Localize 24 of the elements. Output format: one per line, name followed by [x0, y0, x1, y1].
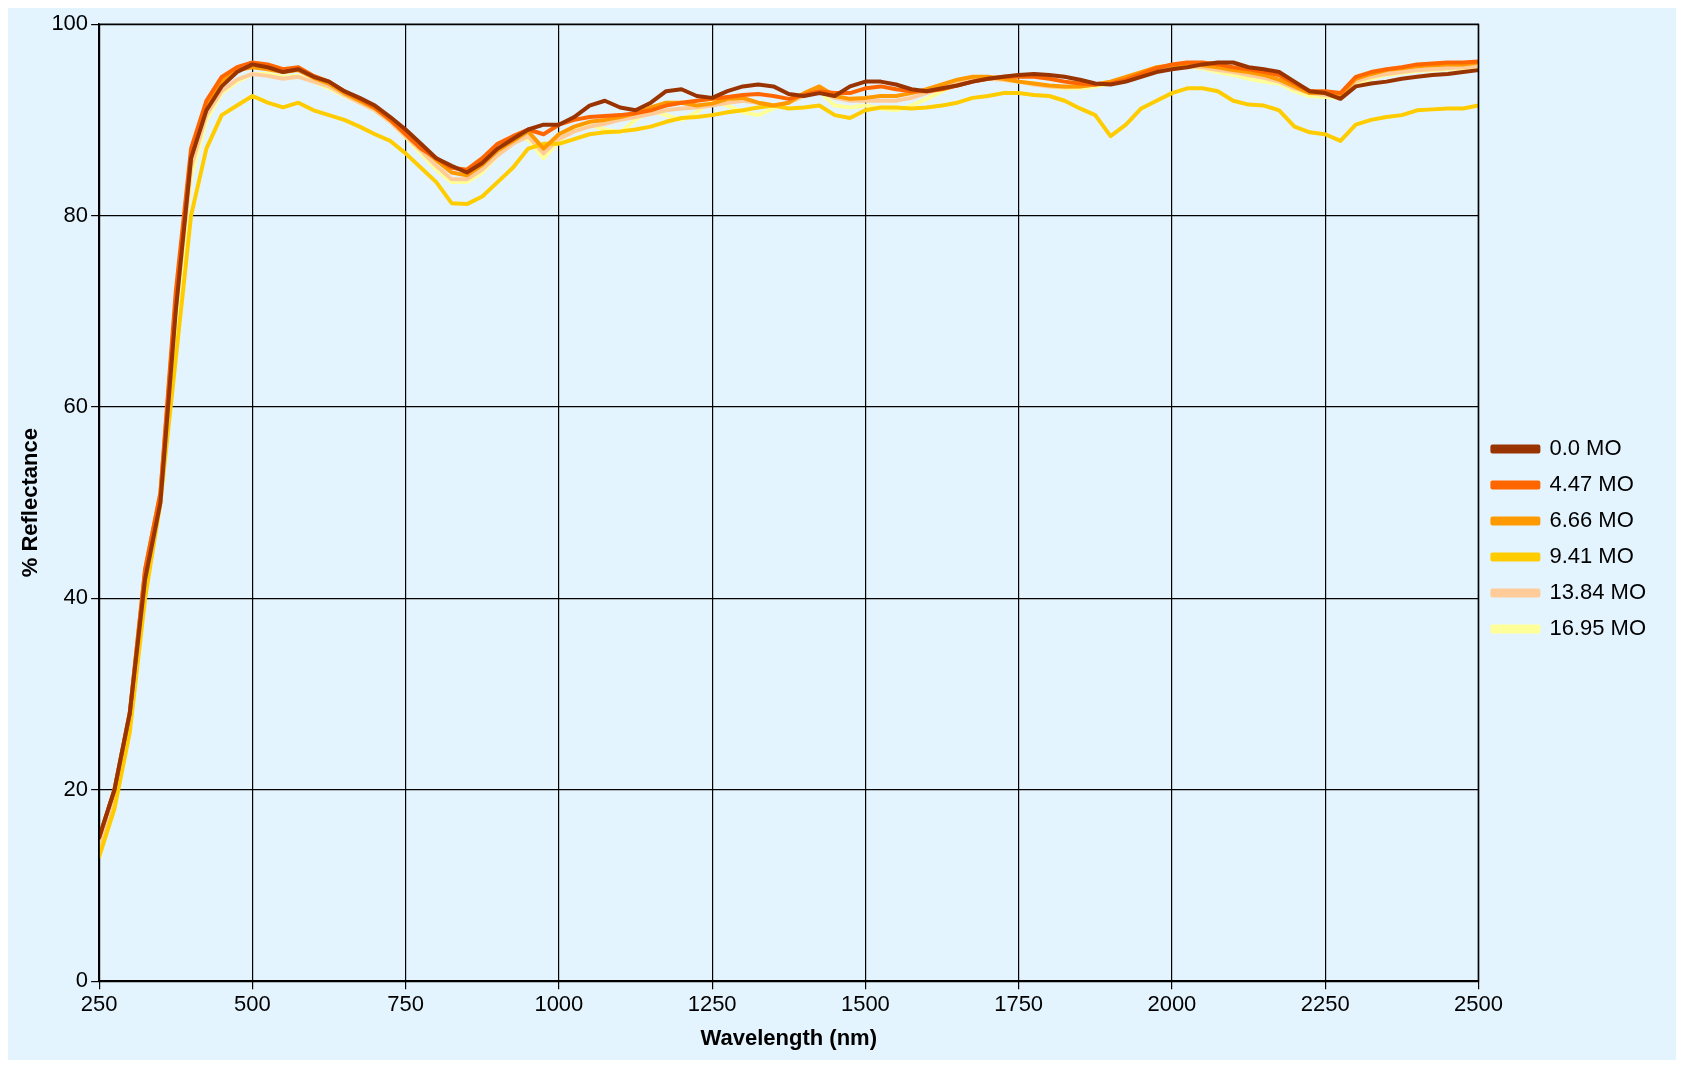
x-tick-label: 2000	[1147, 991, 1197, 1017]
x-tick-label: 1250	[687, 991, 737, 1017]
legend-label: 16.95 MO	[1549, 615, 1646, 641]
y-tick-label: 20	[63, 775, 89, 801]
x-tick-label: 1000	[534, 991, 584, 1017]
legend-label: 0.0 MO	[1549, 435, 1622, 461]
y-tick-label: 80	[63, 201, 89, 227]
legend-label: 6.66 MO	[1549, 507, 1634, 533]
x-tick-label: 1750	[994, 991, 1044, 1017]
legend-label: 4.47 MO	[1549, 471, 1634, 497]
y-axis-title: % Reflectance	[17, 428, 43, 578]
legend-label: 9.41 MO	[1549, 543, 1634, 569]
y-tick-label: 100	[51, 10, 89, 36]
y-tick-label: 40	[63, 584, 89, 610]
x-tick-label: 750	[387, 991, 424, 1017]
x-tick-label: 500	[234, 991, 271, 1017]
x-axis-title: Wavelength (nm)	[700, 1024, 877, 1050]
x-tick-label: 250	[80, 991, 118, 1017]
legend-label: 13.84 MO	[1549, 579, 1646, 605]
y-tick-label: 60	[63, 393, 89, 419]
x-tick-label: 2500	[1453, 991, 1503, 1017]
x-tick-label: 2250	[1300, 991, 1350, 1017]
y-tick-label: 0	[75, 967, 89, 993]
x-tick-label: 1500	[840, 991, 890, 1017]
